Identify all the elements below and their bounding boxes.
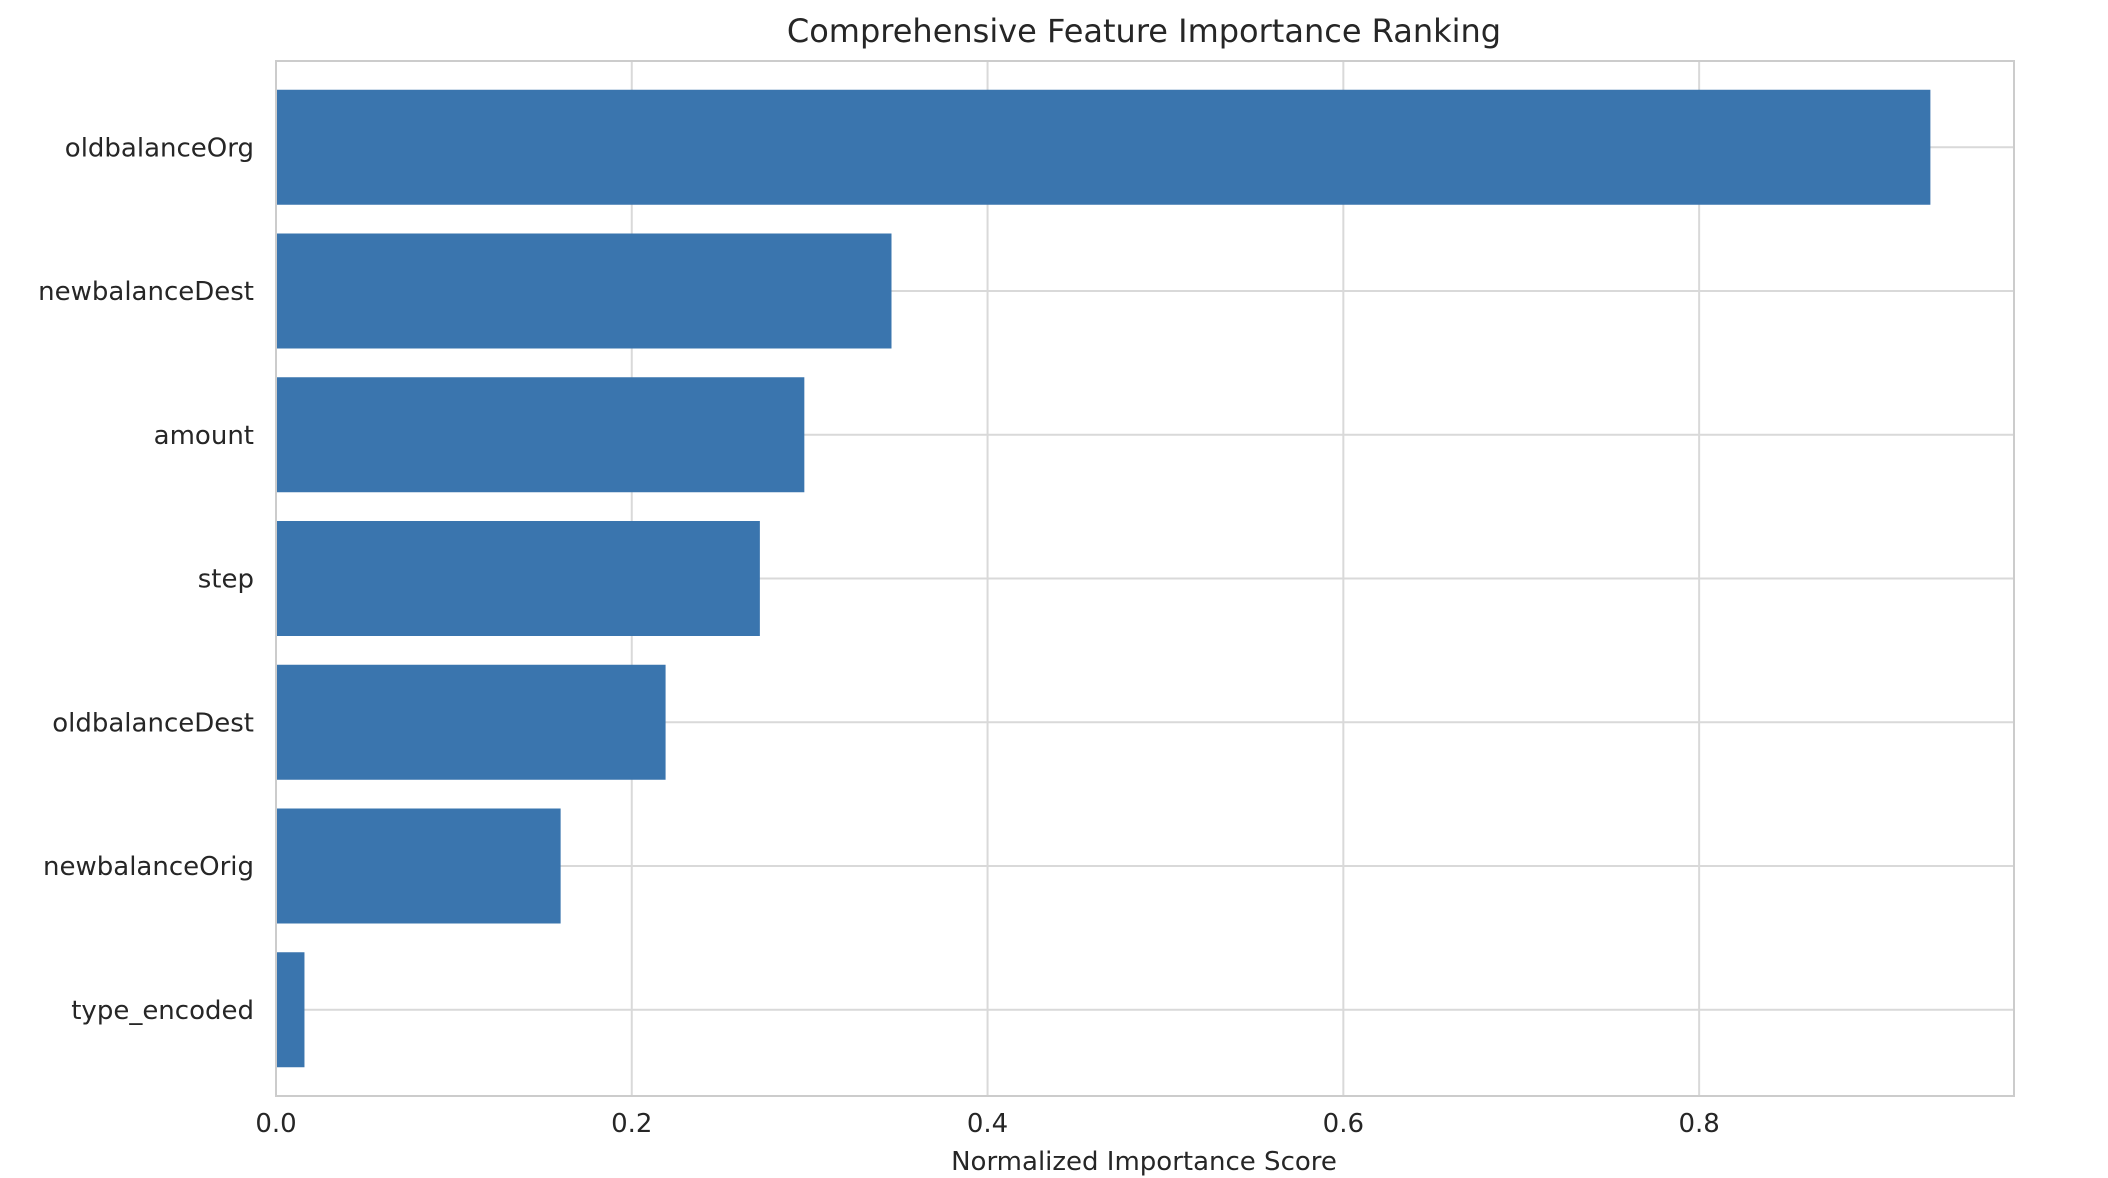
plot-frame <box>275 60 2015 1097</box>
x-tick-label: 0.2 <box>611 1109 652 1139</box>
x-tick-label: 0.4 <box>967 1109 1008 1139</box>
y-tick-label: type_encoded <box>71 996 254 1026</box>
y-tick-label: amount <box>154 421 254 451</box>
y-tick-labels: oldbalanceOrg newbalanceDest amount step old… <box>38 133 254 1026</box>
bar-newbalanceOrig <box>276 808 561 924</box>
bar-oldbalanceDest <box>276 664 666 780</box>
chart-title: Comprehensive Feature Importance Ranking <box>787 12 1501 50</box>
bar-newbalanceDest <box>276 233 892 349</box>
bar-oldbalanceOrg <box>276 89 1931 205</box>
x-tick-label: 0.0 <box>255 1109 296 1139</box>
y-tick-label: oldbalanceOrg <box>65 133 254 163</box>
bar-type_encoded <box>276 952 305 1068</box>
x-tick-label: 0.8 <box>1678 1109 1719 1139</box>
x-tick-label: 0.6 <box>1323 1109 1364 1139</box>
y-tick-label: newbalanceDest <box>38 277 254 307</box>
bars-layer <box>276 89 1931 1068</box>
y-tick-label: newbalanceOrig <box>43 852 254 882</box>
x-axis-label: Normalized Importance Score <box>951 1147 1337 1177</box>
bar-step <box>276 521 760 636</box>
y-tick-label: oldbalanceDest <box>52 708 254 738</box>
y-tick-label: step <box>198 565 254 595</box>
x-tick-labels: 0.0 0.2 0.4 0.6 0.8 <box>255 1109 1719 1139</box>
bar-amount <box>276 377 805 493</box>
